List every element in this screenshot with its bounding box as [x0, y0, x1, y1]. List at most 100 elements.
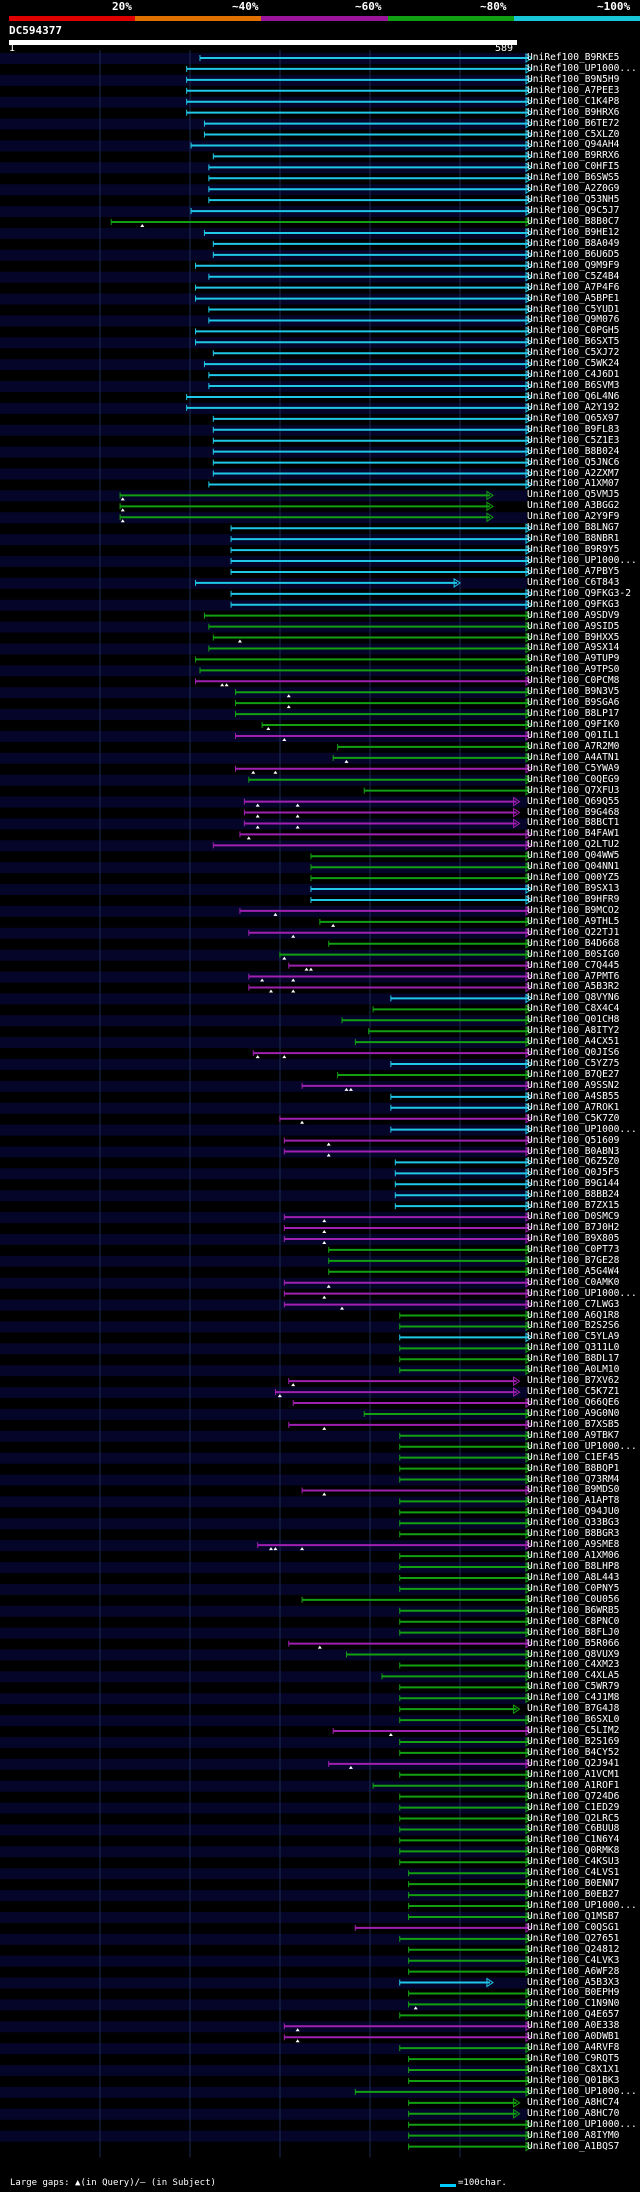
hit-label[interactable]: UniRef100_C9RQT5: [527, 2053, 620, 2065]
hit-label[interactable]: UniRef100_A1VCM1: [527, 1768, 620, 1780]
hit-label[interactable]: UniRef100_B7G4J8: [527, 1703, 620, 1715]
hit-bar[interactable]: [257, 1540, 533, 1551]
hit-bar[interactable]: [279, 1113, 533, 1124]
hit-label[interactable]: UniRef100_C5YUD1: [527, 303, 620, 315]
hit-bar[interactable]: [110, 217, 533, 228]
hit-bar[interactable]: [354, 2086, 533, 2097]
hit-label[interactable]: UniRef100_B0ABN3: [527, 1145, 620, 1157]
hit-bar[interactable]: [399, 1474, 533, 1485]
hit-bar[interactable]: [243, 807, 521, 818]
hit-label[interactable]: UniRef100_UP1000...: [527, 2118, 637, 2130]
hit-label[interactable]: UniRef100_B9HRX6: [527, 106, 620, 118]
hit-bar[interactable]: [208, 271, 533, 282]
hit-label[interactable]: UniRef100_B0ENN7: [527, 1878, 620, 1890]
hit-label[interactable]: UniRef100_Q2J941: [527, 1757, 620, 1769]
hit-bar[interactable]: [310, 895, 533, 905]
hit-label[interactable]: UniRef100_B9HXX5: [527, 631, 620, 643]
hit-label[interactable]: UniRef100_C4J6D1: [527, 369, 620, 381]
hit-bar[interactable]: [283, 1299, 533, 1310]
hit-label[interactable]: UniRef100_B0EPH9: [527, 1987, 620, 1999]
hit-label[interactable]: UniRef100_A2Z0G9: [527, 183, 620, 195]
hit-bar[interactable]: [212, 348, 533, 359]
hit-label[interactable]: UniRef100_A9SME8: [527, 1539, 620, 1551]
hit-label[interactable]: UniRef100_B9G468: [527, 806, 620, 818]
hit-label[interactable]: UniRef100_A8IYM0: [527, 2129, 620, 2141]
hit-bar[interactable]: [199, 53, 533, 63]
hit-label[interactable]: UniRef100_C8PNC0: [527, 1615, 620, 1627]
hit-label[interactable]: UniRef100_A7R2M0: [527, 740, 620, 752]
hit-label[interactable]: UniRef100_C7Q445: [527, 959, 620, 971]
hit-bar[interactable]: [399, 1321, 533, 1332]
hit-label[interactable]: UniRef100_UP1000...: [527, 1440, 637, 1452]
hit-label[interactable]: UniRef100_C0PNY5: [527, 1582, 620, 1594]
hit-bar[interactable]: [195, 654, 533, 665]
hit-bar[interactable]: [399, 1551, 533, 1562]
hit-bar[interactable]: [328, 938, 533, 949]
hit-label[interactable]: UniRef100_B9MCO2: [527, 904, 620, 916]
hit-bar[interactable]: [408, 2097, 521, 2108]
hit-bar[interactable]: [399, 1977, 494, 1988]
hit-label[interactable]: UniRef100_C5Z1E3: [527, 434, 620, 446]
hit-bar[interactable]: [212, 457, 533, 468]
hit-bar[interactable]: [230, 523, 533, 534]
hit-label[interactable]: UniRef100_Q6L4N6: [527, 390, 620, 402]
hit-label[interactable]: UniRef100_C5K7Z1: [527, 1386, 620, 1398]
hit-bar[interactable]: [399, 1354, 533, 1365]
hit-bar[interactable]: [408, 2108, 521, 2119]
hit-bar[interactable]: [208, 184, 533, 195]
hit-label[interactable]: UniRef100_A9TPS0: [527, 664, 620, 676]
hit-bar[interactable]: [399, 1824, 533, 1835]
hit-label[interactable]: UniRef100_A1XM07: [527, 478, 620, 490]
hit-label[interactable]: UniRef100_A1BQS7: [527, 2140, 620, 2152]
hit-label[interactable]: UniRef100_B6WRB5: [527, 1604, 620, 1616]
hit-label[interactable]: UniRef100_UP1000...: [527, 1900, 637, 1911]
hit-label[interactable]: UniRef100_A7ROK1: [527, 1101, 620, 1113]
hit-bar[interactable]: [408, 2119, 533, 2130]
hit-bar[interactable]: [212, 151, 533, 162]
hit-label[interactable]: UniRef100_C5XJ72: [527, 347, 620, 359]
hit-bar[interactable]: [408, 1999, 533, 2010]
hit-bar[interactable]: [208, 370, 533, 381]
hit-label[interactable]: UniRef100_C5LIM2: [527, 1725, 620, 1737]
hit-label[interactable]: UniRef100_A5G4W4: [527, 1265, 620, 1277]
hit-label[interactable]: UniRef100_B6SXT5: [527, 336, 620, 348]
hit-bar[interactable]: [279, 949, 533, 960]
hit-label[interactable]: UniRef100_C0U056: [527, 1593, 620, 1605]
hit-label[interactable]: UniRef100_B7GE28: [527, 1254, 620, 1266]
hit-bar[interactable]: [234, 763, 533, 774]
hit-label[interactable]: UniRef100_C8X4C4: [527, 1003, 620, 1015]
hit-label[interactable]: UniRef100_A1APT8: [527, 1495, 620, 1507]
hit-bar[interactable]: [328, 1758, 533, 1769]
hit-bar[interactable]: [341, 1015, 533, 1026]
hit-bar[interactable]: [399, 1452, 533, 1463]
hit-label[interactable]: UniRef100_Q9FKG3-2: [527, 587, 631, 599]
hit-bar[interactable]: [230, 588, 533, 599]
hit-label[interactable]: UniRef100_A9THL5: [527, 915, 620, 927]
hit-label[interactable]: UniRef100_A3BGG2: [527, 500, 620, 512]
hit-bar[interactable]: [234, 698, 533, 709]
hit-label[interactable]: UniRef100_B8FLJ0: [527, 1626, 620, 1638]
hit-label[interactable]: UniRef100_Q6Z5Z0: [527, 1156, 620, 1168]
hit-bar[interactable]: [203, 610, 533, 621]
hit-label[interactable]: UniRef100_UP1000...: [527, 2085, 637, 2097]
hit-bar[interactable]: [399, 1496, 533, 1507]
hit-label[interactable]: UniRef100_B9MDS0: [527, 1484, 620, 1496]
hit-bar[interactable]: [186, 107, 533, 118]
hit-bar[interactable]: [283, 1288, 533, 1299]
hit-bar[interactable]: [203, 118, 533, 129]
hit-label[interactable]: UniRef100_B8A049: [527, 237, 620, 249]
hit-bar[interactable]: [408, 1955, 533, 1966]
hit-label[interactable]: UniRef100_Q9FKG3: [527, 598, 620, 610]
hit-bar[interactable]: [399, 1583, 533, 1594]
hit-label[interactable]: UniRef100_C5K7Z0: [527, 1112, 620, 1124]
hit-bar[interactable]: [310, 873, 533, 884]
hit-bar[interactable]: [390, 1124, 533, 1135]
hit-bar[interactable]: [283, 1234, 533, 1244]
hit-bar[interactable]: [212, 468, 533, 479]
hit-label[interactable]: UniRef100_B6SWS5: [527, 172, 620, 184]
hit-label[interactable]: UniRef100_C1ED29: [527, 1801, 620, 1813]
hit-bar[interactable]: [399, 1933, 533, 1944]
hit-bar[interactable]: [394, 1190, 533, 1201]
hit-bar[interactable]: [390, 1091, 533, 1102]
hit-label[interactable]: UniRef100_B9SX13: [527, 883, 620, 895]
